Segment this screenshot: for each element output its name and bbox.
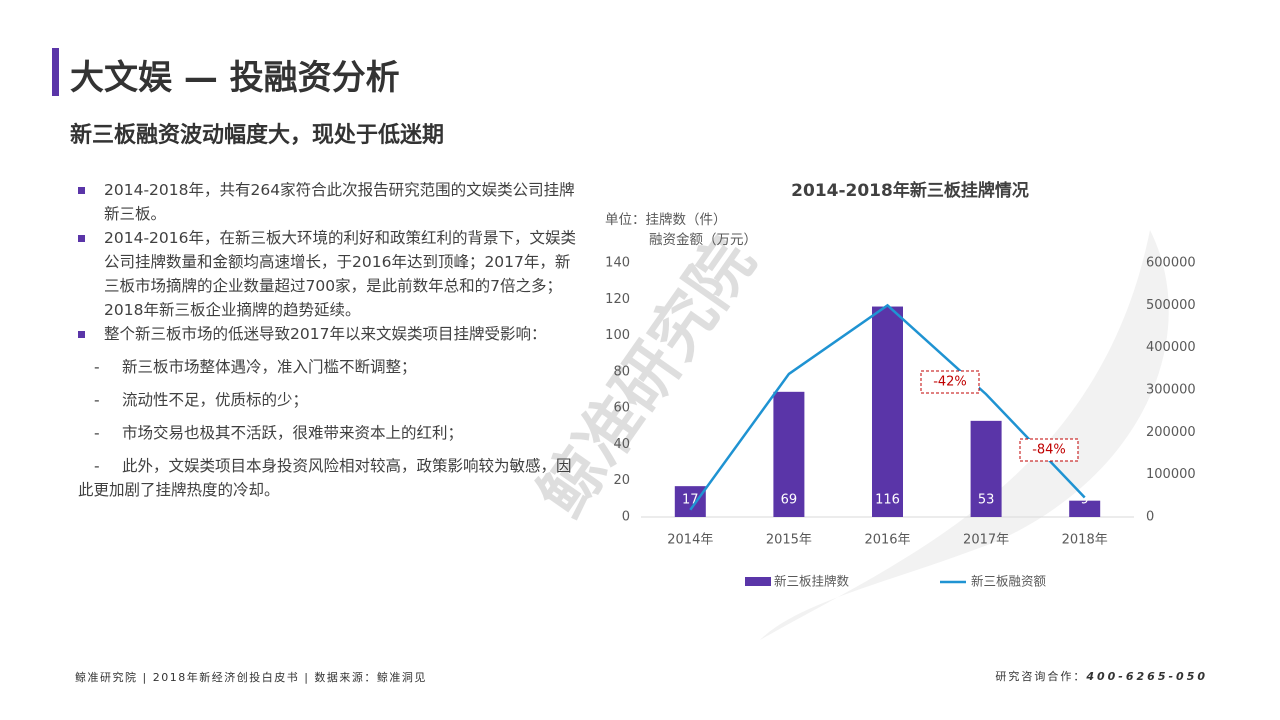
y2-tick-label: 0 [1146,510,1154,525]
bar [773,391,805,517]
dash-item: 流动性不足，优质标的少； [78,388,578,412]
dash-item: 此外，文娱类项目本身投资风险相对较高，政策影响较为敏感，因此更加剧了挂牌热度的冷… [78,454,578,502]
chart-title: 2014-2018年新三板挂牌情况 [791,180,1029,201]
y-tick-label: 20 [613,473,630,488]
dash-item: 市场交易也极其不活跃，很难带来资本上的红利； [78,421,578,445]
data-label: 116 [875,493,900,508]
annotation-box [920,370,980,394]
data-label: 9 [1081,493,1089,508]
legend-swatch [745,577,771,586]
y-tick-label: 100 [605,328,630,343]
footer-right: 研究咨询合作：400-6265-050 [995,668,1208,684]
data-label: 69 [781,493,798,508]
y-tick-label: 0 [622,510,630,525]
bar [1069,500,1101,517]
x-tick-label: 2015年 [766,533,812,548]
x-tick-label: 2018年 [1062,533,1108,548]
y2-tick-label: 200000 [1146,425,1196,440]
y2-tick-label: 600000 [1146,256,1196,271]
bar [970,420,1002,517]
y2-tick-label: 300000 [1146,383,1196,398]
bullet: 整个新三板市场的低迷导致2017年以来文娱类项目挂牌受影响： [78,322,578,346]
y2-tick-label: 500000 [1146,298,1196,313]
x-tick-label: 2016年 [864,533,910,548]
title: 大文娱 — 投融资分析 [70,58,400,98]
watermark-swoosh [760,230,1169,640]
unit-label: 单位：挂牌数（件） [605,211,727,228]
footer-label: 研究咨询合作： [995,670,1087,683]
y-tick-label: 40 [613,437,630,452]
y-tick-label: 80 [613,364,630,379]
x-tick-label: 2017年 [963,533,1009,548]
bullet: 2014-2016年，在新三板大环境的利好和政策红利的背景下，文娱类公司挂牌数量… [78,226,578,322]
footer-left: 鲸准研究院 | 2018年新经济创投白皮书 | 数据来源：鲸准洞见 [75,671,427,684]
y2-tick-label: 100000 [1146,467,1196,482]
y-tick-label: 120 [605,292,630,307]
bullet-list: 2014-2018年，共有264家符合此次报告研究范围的文娱类公司挂牌新三板。 2… [78,178,578,502]
data-label: 53 [978,493,995,508]
legend-label: 新三板挂牌数 [774,574,850,589]
y2-tick-label: 400000 [1146,340,1196,355]
annotation-box [1019,438,1079,462]
subtitle: 新三板融资波动幅度大，现处于低迷期 [70,123,445,148]
dash-item: 新三板市场整体遇冷，准入门槛不断调整； [78,355,578,379]
line [689,303,1086,511]
bar [872,306,903,517]
accent-bar [52,48,59,96]
annotation: -84% [1032,443,1066,458]
y-tick-label: 140 [605,256,630,271]
unit-label: 融资金额（万元） [649,232,757,248]
x-tick-label: 2014年 [667,533,713,548]
bar [674,486,706,517]
legend-label: 新三板融资额 [971,574,1047,589]
y-tick-label: 60 [613,401,630,416]
footer-phone: 400-6265-050 [1086,670,1208,683]
annotation: -42% [933,375,967,390]
bullet: 2014-2018年，共有264家符合此次报告研究范围的文娱类公司挂牌新三板。 [78,178,578,226]
